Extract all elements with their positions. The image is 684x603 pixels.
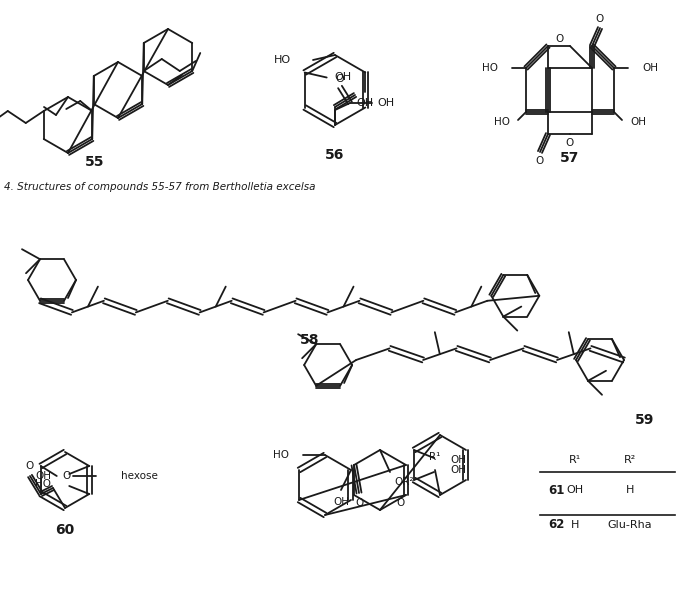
Text: HO: HO	[273, 450, 289, 460]
Text: R²: R²	[624, 455, 636, 465]
Text: 62: 62	[548, 519, 564, 531]
Text: OH: OH	[334, 72, 352, 83]
Text: H: H	[626, 485, 634, 495]
Text: 57: 57	[560, 151, 579, 165]
Text: HO: HO	[36, 479, 51, 489]
Text: 59: 59	[635, 413, 655, 427]
Text: R¹: R¹	[569, 455, 581, 465]
Text: 61: 61	[548, 484, 564, 496]
Text: OH: OH	[566, 485, 583, 495]
Text: R¹: R¹	[430, 452, 440, 462]
Text: hexose: hexose	[121, 471, 157, 481]
Text: HO: HO	[274, 55, 291, 65]
Text: Glu-Rha: Glu-Rha	[607, 520, 653, 530]
Text: O: O	[397, 498, 405, 508]
Text: O: O	[336, 74, 344, 84]
Text: OR²: OR²	[394, 477, 414, 487]
Text: OH: OH	[378, 98, 395, 108]
Text: OH: OH	[642, 63, 658, 73]
Text: O: O	[596, 14, 604, 24]
Text: OH: OH	[357, 98, 374, 107]
Text: OH: OH	[36, 471, 51, 481]
Text: OH: OH	[450, 455, 466, 465]
Text: O: O	[26, 461, 34, 471]
Text: H: H	[571, 520, 579, 530]
Text: 4. Structures of compounds 55-57 from Bertholletia excelsa: 4. Structures of compounds 55-57 from Be…	[4, 182, 315, 192]
Text: OH: OH	[333, 497, 349, 507]
Text: OH: OH	[630, 117, 646, 127]
Text: O: O	[355, 498, 363, 508]
Text: O: O	[555, 34, 563, 44]
Text: OH: OH	[450, 465, 466, 475]
Text: 58: 58	[300, 333, 319, 347]
Text: O: O	[536, 156, 544, 166]
Text: 55: 55	[86, 155, 105, 169]
Text: 60: 60	[55, 523, 75, 537]
Text: HO: HO	[482, 63, 498, 73]
Text: O: O	[63, 471, 71, 481]
Text: O: O	[566, 138, 574, 148]
Text: HO: HO	[494, 117, 510, 127]
Text: 56: 56	[326, 148, 345, 162]
